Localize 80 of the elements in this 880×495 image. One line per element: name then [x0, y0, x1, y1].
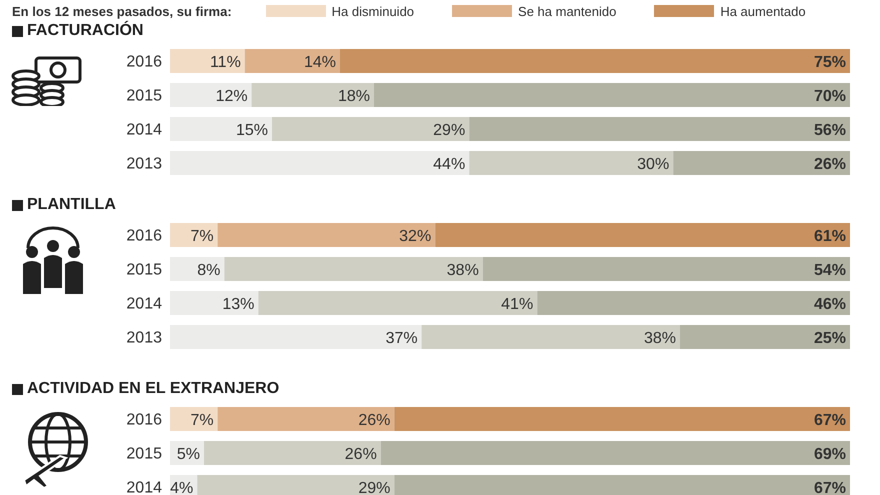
bar: [170, 257, 224, 281]
bar: [537, 291, 850, 315]
bar: [170, 325, 422, 349]
data-label: 11%: [210, 54, 241, 71]
bar: [482, 257, 850, 281]
data-label: 44%: [433, 156, 466, 173]
data-label: 5%: [176, 446, 200, 463]
bar: [340, 49, 850, 73]
data-label: 18%: [338, 88, 370, 105]
legend-label: Se ha mantenido: [518, 4, 616, 18]
data-label: 25%: [814, 330, 846, 347]
y-tick-label: 2014: [126, 122, 162, 139]
data-label: 61%: [814, 228, 846, 245]
bar: [170, 83, 252, 107]
data-label: 8%: [197, 262, 220, 279]
bar: [170, 223, 218, 247]
data-label: 13%: [222, 296, 254, 313]
bar: [170, 117, 272, 141]
bar: [252, 83, 374, 107]
bar: [673, 151, 850, 175]
bar: [170, 151, 470, 175]
y-tick-label: 2015: [126, 88, 162, 105]
y-tick-label: 2014: [126, 296, 162, 313]
data-label: 37%: [386, 330, 418, 347]
data-label: 30%: [637, 156, 670, 173]
data-label: 26%: [814, 156, 846, 173]
data-label: 70%: [814, 88, 846, 105]
data-label: 29%: [433, 122, 466, 139]
bar: [258, 291, 538, 315]
data-label: 7%: [190, 412, 214, 429]
chart-title: ACTIVIDAD EN EL EXTRANJERO: [26, 380, 280, 398]
y-tick-label: 2016: [126, 54, 162, 71]
bar: [204, 441, 381, 465]
data-label: 75%: [814, 54, 846, 71]
bar: [394, 407, 850, 431]
data-label: 54%: [814, 262, 846, 279]
y-tick-label: 2014: [126, 480, 162, 495]
bar: [380, 441, 850, 465]
bar: [224, 257, 483, 281]
data-label: 7%: [190, 228, 214, 245]
data-label: 26%: [358, 412, 390, 429]
bar: [435, 223, 850, 247]
data-label: 67%: [814, 412, 846, 429]
y-tick-label: 2013: [126, 156, 162, 173]
y-tick-label: 2015: [126, 262, 162, 279]
legend-label: Ha aumentado: [720, 4, 806, 18]
data-label: 46%: [814, 296, 846, 313]
bar: [272, 117, 470, 141]
y-tick-label: 2016: [126, 412, 162, 429]
legend-label: Ha disminuido: [332, 4, 414, 18]
data-label: 4%: [170, 480, 194, 495]
data-label: 69%: [814, 446, 846, 463]
data-label: 41%: [501, 296, 534, 313]
bar: [680, 325, 850, 349]
data-label: 38%: [644, 330, 676, 347]
y-tick-label: 2016: [126, 228, 162, 245]
y-tick-label: 2013: [126, 330, 162, 347]
chart-title: FACTURACIÓN: [26, 22, 144, 40]
bar: [170, 49, 245, 73]
data-label: 14%: [304, 54, 336, 71]
bar: [422, 325, 680, 349]
data-label: 29%: [358, 480, 390, 495]
bar: [170, 407, 218, 431]
data-label: 67%: [814, 480, 846, 495]
data-label: 15%: [236, 122, 268, 139]
bar: [469, 151, 674, 175]
data-label: 32%: [399, 228, 432, 245]
data-label: 12%: [216, 88, 248, 105]
data-label: 38%: [446, 262, 479, 279]
chart-subtitle: En los 12 meses pasados, su firma:: [12, 4, 232, 18]
bar: [170, 291, 258, 315]
bar: [244, 49, 340, 73]
bar: [374, 83, 850, 107]
data-label: 26%: [344, 446, 377, 463]
data-label: 56%: [814, 122, 846, 139]
bar: [218, 223, 436, 247]
bar: [218, 407, 394, 431]
chart-title: PLANTILLA: [26, 196, 116, 214]
y-tick-label: 2015: [126, 446, 162, 463]
bar: [469, 117, 850, 141]
